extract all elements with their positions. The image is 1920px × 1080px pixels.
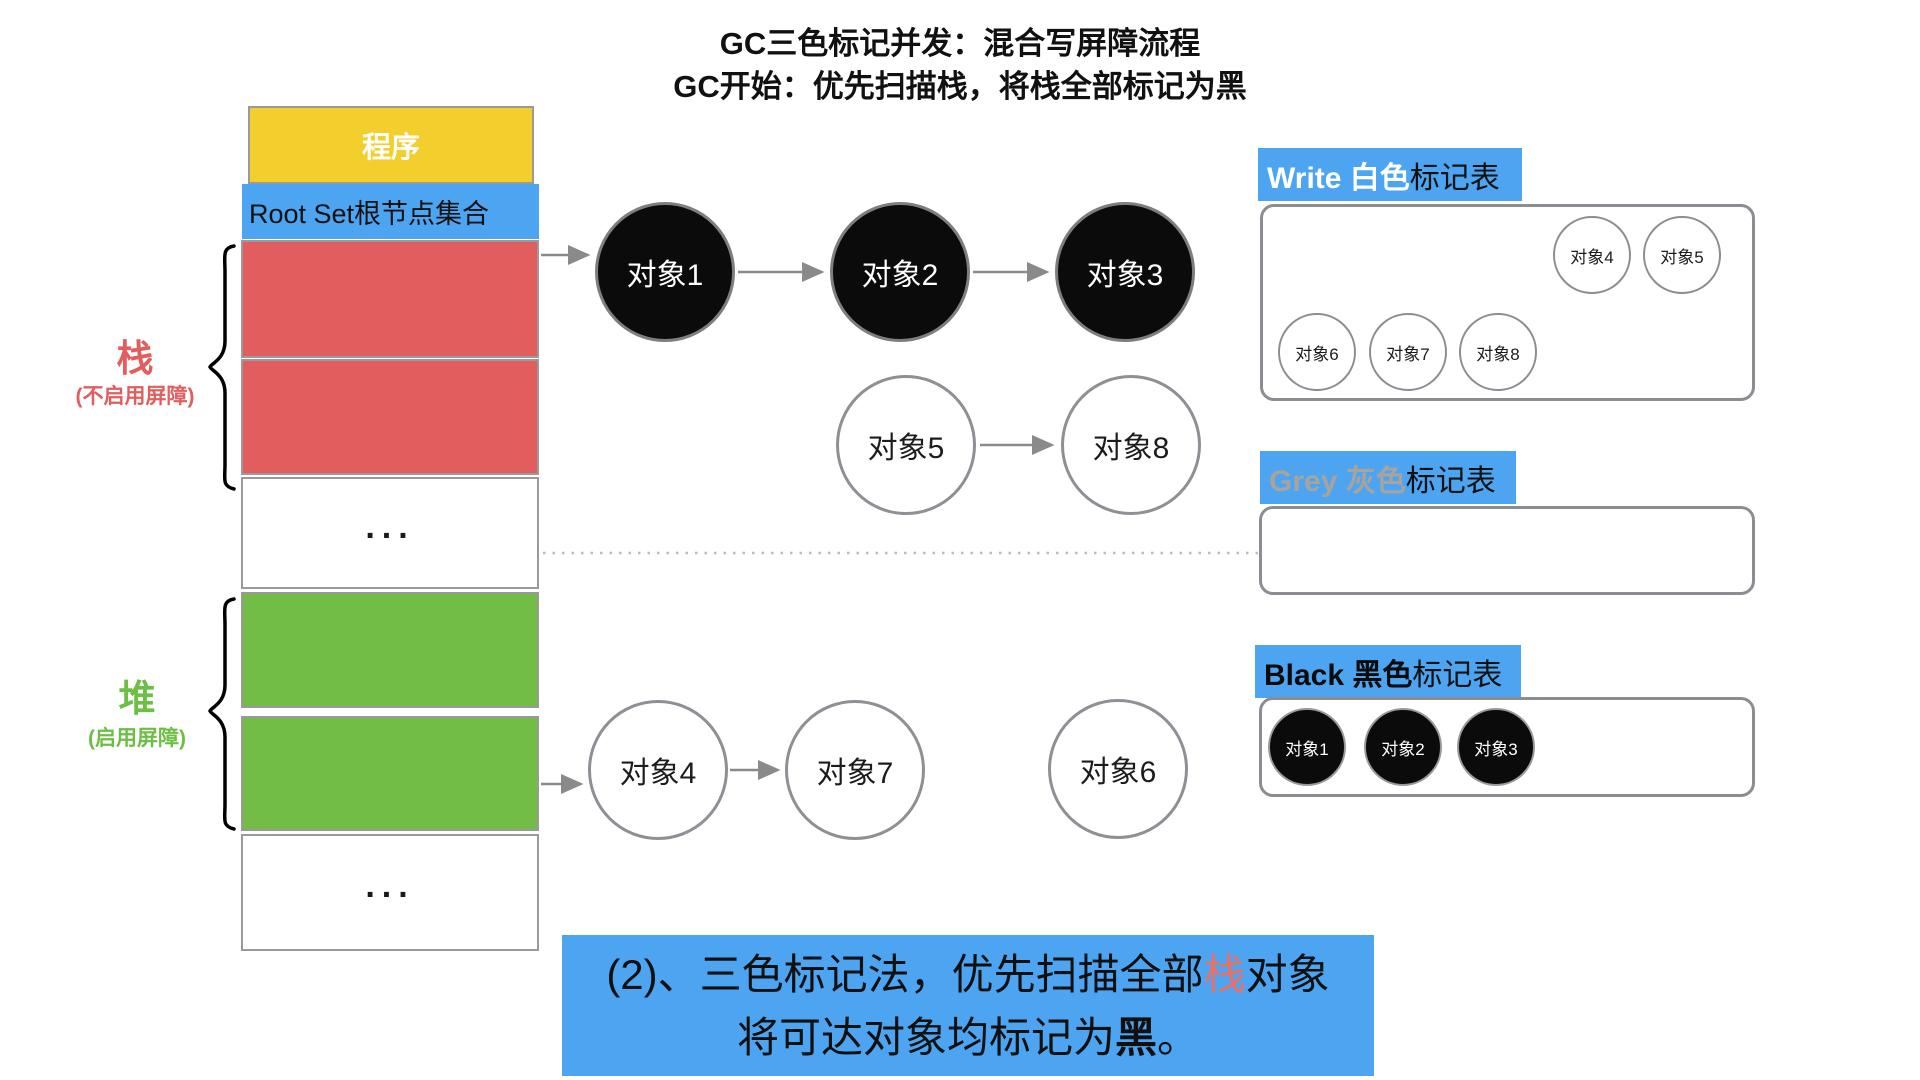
caption-line2-highlight: 黑 (1114, 1013, 1157, 1061)
black-table-obj2-label: 对象2 (1381, 739, 1425, 759)
step-caption: (2)、三色标记法，优先扫描全部栈对象 将可达对象均标记为黑。 (562, 935, 1374, 1076)
rootset-bar: Root Set根节点集合 (242, 184, 539, 239)
white-table-title-rest: 标记表 (1409, 161, 1500, 195)
node-obj3: 对象3 (1055, 202, 1195, 342)
program-label: 程序 (361, 132, 420, 164)
node-obj8: 对象8 (1061, 375, 1201, 515)
stack-slot-1 (241, 240, 539, 358)
grey-table-title-rest: 标记表 (1405, 464, 1496, 498)
memory-ellipsis-box-1: ... (241, 477, 539, 589)
caption-line1: (2)、三色标记法，优先扫描全部栈对象 (606, 943, 1329, 1006)
memory-ellipsis-box-2: ... (241, 834, 539, 951)
caption-line2-prefix: 将可达对象均标记为 (736, 1013, 1115, 1061)
caption-line1-prefix: (2)、三色标记法，优先扫描全部 (606, 950, 1204, 998)
white-table-obj4-label: 对象4 (1570, 247, 1614, 267)
caption-line2: 将可达对象均标记为黑。 (737, 1006, 1199, 1069)
black-table-obj1-label: 对象1 (1285, 739, 1329, 759)
node-obj1: 对象1 (595, 202, 735, 342)
node-obj6-label: 对象6 (1079, 756, 1157, 789)
node-obj7: 对象7 (785, 700, 925, 840)
grey-table-box (1259, 506, 1755, 595)
white-table-obj5-label: 对象5 (1660, 247, 1704, 267)
program-box: 程序 (248, 106, 534, 184)
white-table-obj4: 对象4 (1553, 216, 1631, 294)
node-obj2: 对象2 (830, 202, 970, 342)
ellipsis-2: ... (365, 867, 415, 905)
stack-label: 栈 (116, 338, 154, 379)
ellipsis-1: ... (365, 507, 415, 546)
stack-slot-2 (241, 359, 539, 475)
caption-line2-suffix: 。 (1157, 1013, 1200, 1061)
black-table-obj3: 对象3 (1457, 708, 1535, 786)
white-table-obj7-label: 对象7 (1386, 344, 1430, 364)
black-table-obj3-label: 对象3 (1474, 739, 1518, 759)
node-obj4-label: 对象4 (619, 757, 697, 790)
caption-line1-suffix: 对象 (1245, 950, 1330, 998)
heap-label: 堆 (118, 678, 156, 719)
black-table-obj2: 对象2 (1364, 708, 1442, 786)
white-table-obj6-label: 对象6 (1295, 344, 1339, 364)
node-obj4: 对象4 (588, 700, 728, 840)
title-line1: GC三色标记并发：混合写屏障流程 (719, 26, 1201, 61)
node-obj7-label: 对象7 (816, 757, 894, 790)
node-obj2-label: 对象2 (861, 259, 939, 292)
brace-heap (208, 597, 236, 831)
black-table-title-rest: 标记表 (1412, 658, 1503, 692)
caption-line1-highlight: 栈 (1203, 950, 1246, 998)
white-table-obj6: 对象6 (1278, 313, 1356, 391)
node-obj5: 对象5 (836, 375, 976, 515)
heap-slot-1 (241, 592, 539, 708)
white-table-obj5: 对象5 (1643, 216, 1721, 294)
white-table-obj7: 对象7 (1369, 313, 1447, 391)
node-obj6: 对象6 (1048, 699, 1188, 839)
node-obj5-label: 对象5 (867, 432, 945, 465)
white-table-obj8: 对象8 (1459, 313, 1537, 391)
diagram-title: GC三色标记并发：混合写屏障流程 GC开始：优先扫描栈，将栈全部标记为黑 (460, 22, 1460, 108)
title-line2: GC开始：优先扫描栈，将栈全部标记为黑 (673, 69, 1247, 104)
grey-table-title-strong: Grey 灰色 (1269, 464, 1406, 498)
node-obj1-label: 对象1 (626, 259, 704, 292)
black-table-title-strong: Black 黑色 (1264, 658, 1413, 692)
white-table-title-strong: Write 白色 (1267, 161, 1410, 195)
heap-note: (启用屏障) (88, 727, 186, 750)
rootset-label: Root Set根节点集合 (249, 199, 490, 229)
brace-stack (208, 244, 236, 491)
white-table-obj8-label: 对象8 (1476, 344, 1520, 364)
stack-note: (不启用屏障) (75, 385, 195, 408)
node-obj8-label: 对象8 (1092, 432, 1170, 465)
heap-slot-2 (241, 716, 539, 831)
black-table-header: Black 黑色 标记表 (1255, 645, 1521, 698)
node-obj3-label: 对象3 (1086, 259, 1164, 292)
grey-table-header: Grey 灰色 标记表 (1260, 451, 1516, 504)
black-table-obj1: 对象1 (1268, 708, 1346, 786)
white-table-header: Write 白色 标记表 (1258, 148, 1522, 201)
